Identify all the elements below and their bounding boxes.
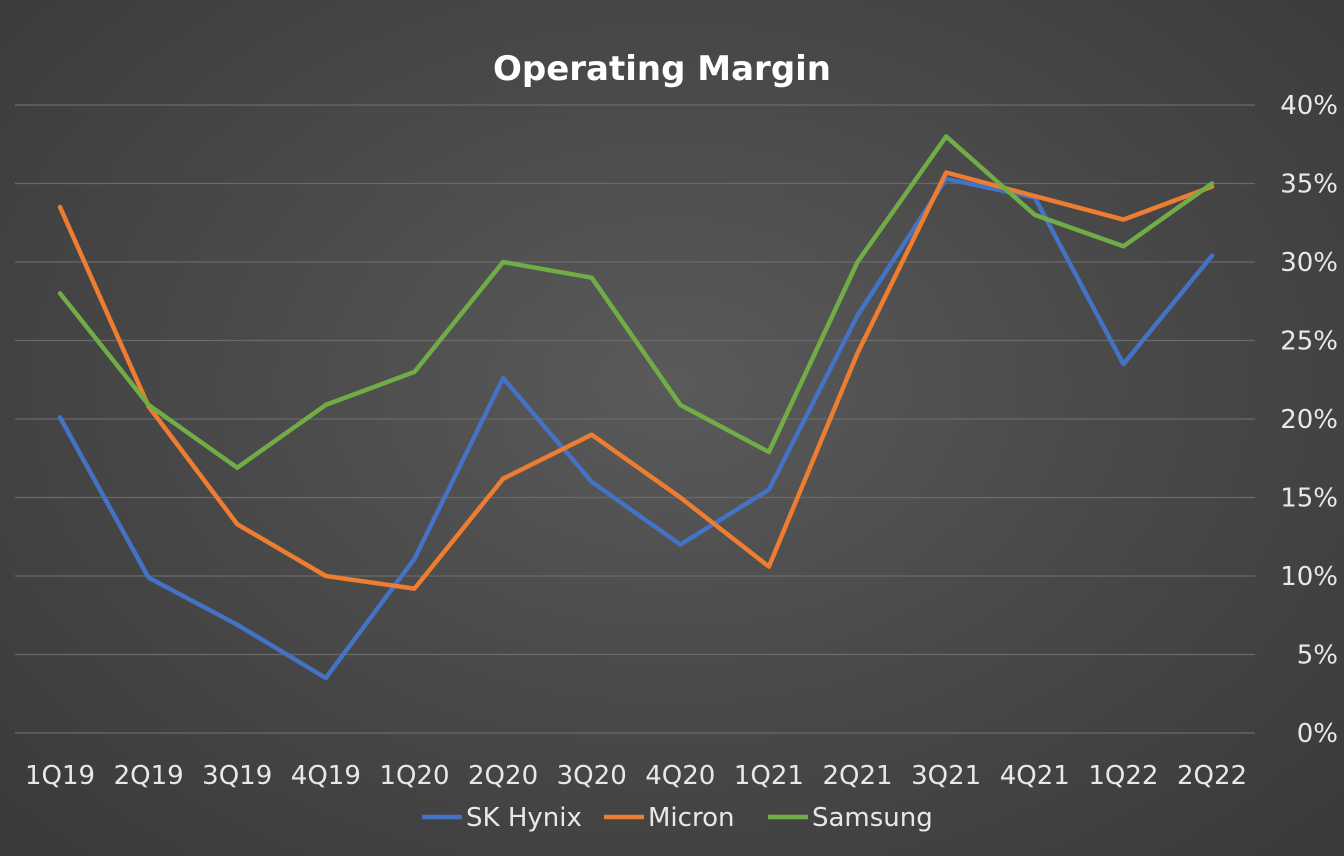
y-tick-label: 20% xyxy=(1280,405,1338,435)
legend-label-samsung: Samsung xyxy=(812,803,933,833)
x-tick-label: 4Q20 xyxy=(645,761,715,791)
x-tick-label: 2Q20 xyxy=(468,761,538,791)
x-tick-label: 3Q21 xyxy=(911,761,981,791)
x-tick-label: 3Q20 xyxy=(557,761,627,791)
series-line-sk-hynix xyxy=(57,176,1215,681)
legend: SK Hynix Micron Samsung xyxy=(422,803,933,833)
y-tick-label: 15% xyxy=(1280,484,1338,514)
x-axis-ticks: 1Q19 2Q19 3Q19 4Q19 1Q20 2Q20 3Q20 4Q20 1Q21 2Q21… xyxy=(25,761,1247,791)
x-tick-label: 4Q21 xyxy=(1000,761,1070,791)
series-line-samsung xyxy=(57,134,1215,470)
x-tick-label: 3Q19 xyxy=(202,761,272,791)
x-tick-label: 1Q20 xyxy=(379,761,449,791)
y-axis-ticks: 0% 5% 10% 15% 20% 25% 30% 35% 40% xyxy=(1280,91,1338,749)
legend-label-micron: Micron xyxy=(648,803,734,833)
legend-label-sk-hynix: SK Hynix xyxy=(466,803,582,833)
x-tick-label: 2Q19 xyxy=(114,761,184,791)
series-lines xyxy=(57,134,1215,681)
y-tick-label: 30% xyxy=(1280,248,1338,278)
y-tick-label: 5% xyxy=(1297,641,1338,671)
x-tick-label: 1Q21 xyxy=(734,761,804,791)
x-tick-label: 4Q19 xyxy=(291,761,361,791)
y-tick-label: 40% xyxy=(1280,91,1338,121)
chart-title: Operating Margin xyxy=(493,49,831,89)
x-tick-label: 1Q19 xyxy=(25,761,95,791)
x-tick-label: 2Q22 xyxy=(1177,761,1247,791)
x-tick-label: 1Q22 xyxy=(1088,761,1158,791)
y-tick-label: 0% xyxy=(1297,719,1338,749)
gridlines xyxy=(15,104,1255,734)
series-line-micron xyxy=(57,170,1215,591)
y-tick-label: 10% xyxy=(1280,562,1338,592)
y-tick-label: 35% xyxy=(1280,170,1338,200)
y-tick-label: 25% xyxy=(1280,327,1338,357)
x-tick-label: 2Q21 xyxy=(822,761,892,791)
